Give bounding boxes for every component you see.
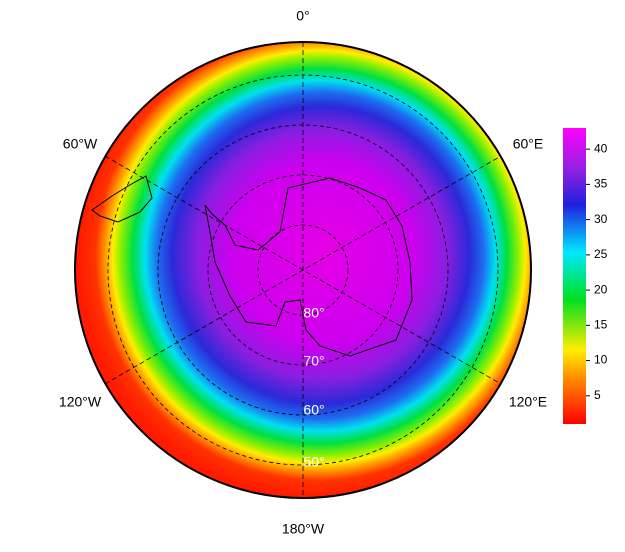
longitude-label: 120°E xyxy=(509,394,547,410)
colorbar-tick-label: 15 xyxy=(594,318,608,332)
south-america-coast xyxy=(91,175,153,223)
antarctica-coast xyxy=(204,177,413,357)
longitude-label: 60°W xyxy=(63,136,98,152)
data-field xyxy=(75,42,531,498)
colorbar-tick-label: 20 xyxy=(594,282,608,296)
longitude-label: 180°W xyxy=(282,521,325,537)
graticule-labels: 0° 60°E 120°E 180°W 120°W 60°W 80° 70° 6… xyxy=(59,8,547,537)
latitude-label: 50° xyxy=(303,454,324,470)
longitude-label: 60°E xyxy=(513,136,544,152)
map-border xyxy=(74,41,532,499)
colorbar-tick-label: 5 xyxy=(594,388,601,402)
latitude-label: 60° xyxy=(303,402,324,418)
colorbar-tick-label: 10 xyxy=(594,353,608,367)
colorbar-ramp xyxy=(563,128,586,424)
longitude-label: 120°W xyxy=(59,394,102,410)
longitude-label: 0° xyxy=(296,8,309,24)
latitude-label: 70° xyxy=(303,353,324,369)
map xyxy=(74,41,532,499)
colorbar: 5 10 15 20 25 30 35 40 xyxy=(563,128,608,424)
colorbar-tick-label: 35 xyxy=(594,177,608,191)
colorbar-tick-label: 30 xyxy=(594,212,608,226)
latitude-label: 80° xyxy=(303,305,324,321)
colorbar-tick-label: 40 xyxy=(594,141,608,155)
colorbar-tick-label: 25 xyxy=(594,247,608,261)
